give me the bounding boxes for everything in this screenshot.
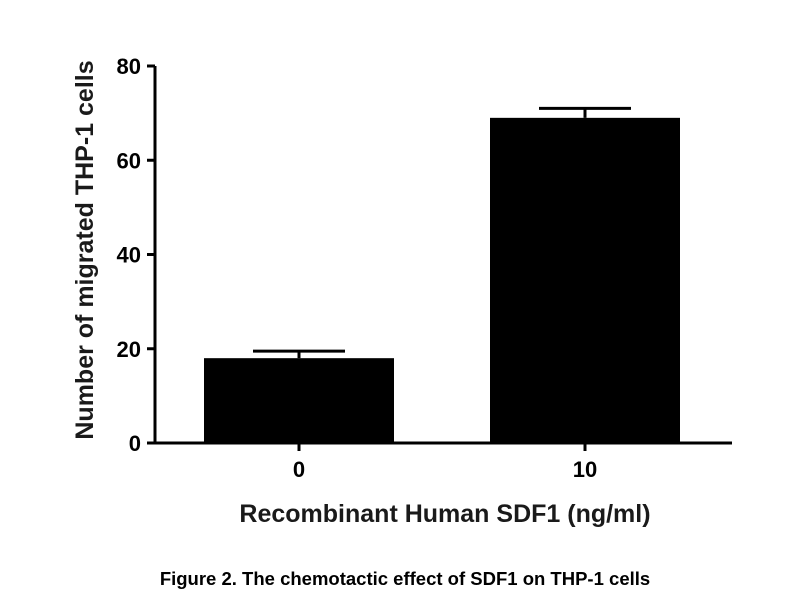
bar-0 — [204, 358, 394, 443]
figure-caption: Figure 2. The chemotactic effect of SDF1… — [160, 568, 650, 589]
y-tick-label-0: 0 — [129, 431, 141, 456]
y-tick-label-80: 80 — [117, 54, 141, 79]
x-tick-label-0: 0 — [293, 457, 305, 482]
y-tick-label-20: 20 — [117, 337, 141, 362]
x-axis-title: Recombinant Human SDF1 (ng/ml) — [239, 500, 650, 528]
x-tick-label-10: 10 — [573, 457, 597, 482]
y-tick-label-60: 60 — [117, 148, 141, 173]
bar-10 — [490, 117, 680, 444]
y-tick-label-40: 40 — [117, 243, 141, 268]
y-axis-title: Number of migrated THP-1 cells — [71, 60, 99, 439]
